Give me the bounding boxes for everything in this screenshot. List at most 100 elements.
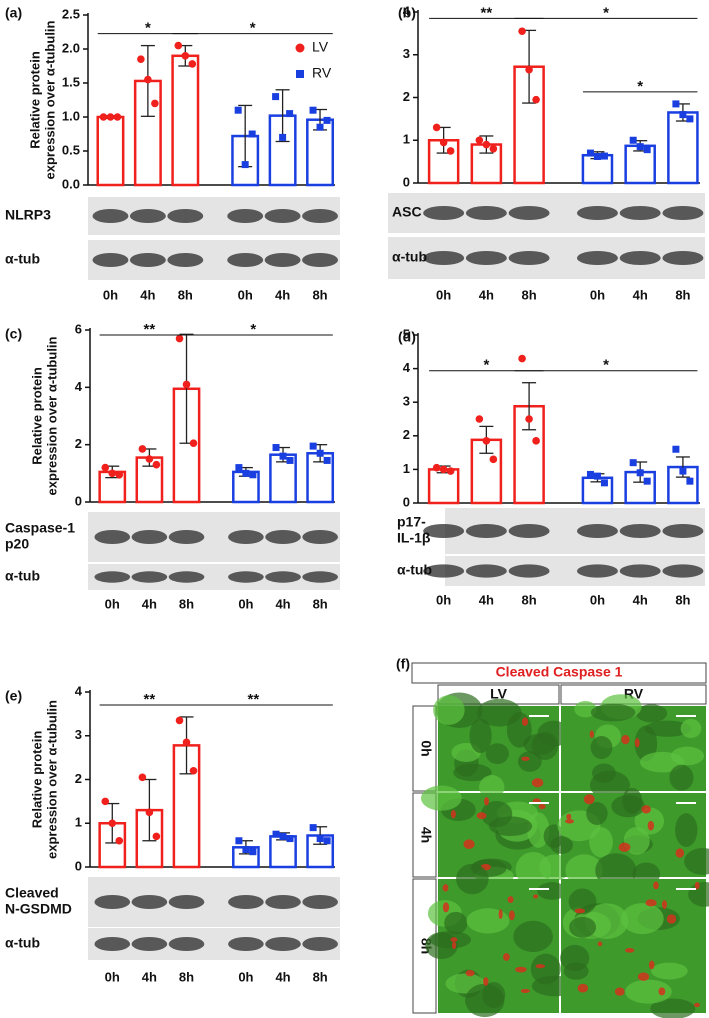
x-tick-label: 4h <box>633 287 648 302</box>
data-point <box>137 55 145 63</box>
red-signal <box>574 908 586 914</box>
data-point <box>115 836 124 845</box>
y-tick-label: 6 <box>75 321 82 336</box>
x-tick-label: 4h <box>275 596 290 611</box>
y-tick-label: 1.5 <box>62 74 80 89</box>
data-point <box>636 143 644 151</box>
blot-label: α-tub <box>5 568 40 584</box>
red-signal <box>641 805 651 814</box>
red-signal <box>507 896 514 903</box>
y-tick-label: 0 <box>403 174 410 189</box>
x-tick-label: 0h <box>238 287 253 302</box>
y-tick-label: 0.0 <box>62 176 80 191</box>
red-signal <box>653 881 659 890</box>
bar <box>171 54 200 187</box>
blot-band <box>167 253 204 267</box>
panel-label: (d) <box>398 329 416 345</box>
cell <box>680 718 702 739</box>
y-tick-label: 1 <box>403 132 410 147</box>
data-point <box>309 824 317 832</box>
x-tick-label: 4h <box>275 969 290 984</box>
red-signal <box>583 794 595 805</box>
blot-band <box>94 530 131 544</box>
red-signal <box>521 717 529 726</box>
data-point <box>525 65 533 74</box>
red-signal <box>648 960 655 970</box>
data-point <box>323 116 331 124</box>
red-signal <box>515 966 527 973</box>
cell <box>517 751 542 772</box>
red-signal <box>666 914 677 924</box>
image-title: Cleaved Caspase 1 <box>496 664 623 680</box>
red-signal <box>661 900 667 909</box>
red-signal <box>624 948 635 953</box>
cell <box>634 807 665 835</box>
y-tick-label: 3 <box>403 46 410 61</box>
data-point <box>482 140 491 149</box>
blot-label: α-tub <box>392 249 427 265</box>
data-point <box>101 797 110 806</box>
y-axis-label: expression over α-tubulin <box>44 336 59 495</box>
data-point <box>138 773 147 782</box>
red-signal <box>538 803 546 810</box>
y-tick-label: 1 <box>403 461 410 476</box>
red-signal <box>566 813 572 820</box>
panel-label: (a) <box>5 5 22 21</box>
blot-band <box>131 571 168 583</box>
red-signal <box>589 730 594 738</box>
blot-label: p17- <box>397 514 426 530</box>
significance-label: ** <box>144 321 156 338</box>
cell <box>485 743 509 765</box>
data-point <box>182 738 191 747</box>
significance-label: * <box>603 4 609 21</box>
blot-band <box>302 209 338 223</box>
y-axis-label: Relative protein <box>29 731 44 829</box>
cell <box>550 836 573 854</box>
data-point <box>175 716 184 725</box>
data-point <box>686 477 694 485</box>
cell <box>560 944 590 972</box>
x-tick-label: 4h <box>479 592 494 607</box>
data-point <box>106 113 115 121</box>
blot-band <box>227 253 264 267</box>
significance-label: * <box>637 78 643 95</box>
cell <box>466 908 510 934</box>
red-signal <box>483 977 489 986</box>
blot-band <box>168 895 205 909</box>
data-point <box>272 444 280 452</box>
blot-band <box>423 206 465 220</box>
data-point <box>279 133 287 141</box>
data-point <box>586 470 594 478</box>
data-point <box>518 27 526 36</box>
legend-label: LV <box>312 39 329 55</box>
error-bar <box>275 89 290 143</box>
data-point <box>145 455 154 463</box>
blot-band <box>302 530 338 544</box>
x-tick-label: 8h <box>313 596 328 611</box>
y-axis-label: expression over α-tubulin <box>44 700 59 859</box>
x-tick-label: 8h <box>178 287 193 302</box>
blot-band <box>465 251 507 265</box>
blot-band <box>619 564 661 578</box>
x-tick-label: 8h <box>522 592 537 607</box>
cell <box>650 998 696 1018</box>
row-header <box>412 705 437 792</box>
cell <box>621 903 664 935</box>
y-tick-label: 0.5 <box>62 142 80 157</box>
data-point <box>586 149 594 157</box>
x-tick-label: 0h <box>238 969 253 984</box>
y-tick-label: 2 <box>75 771 82 786</box>
x-tick-label: 4h <box>275 287 290 302</box>
cell <box>444 911 468 935</box>
row-label: 4h <box>418 827 434 843</box>
x-tick-label: 4h <box>142 969 157 984</box>
cell <box>565 854 603 887</box>
data-point <box>600 479 608 487</box>
x-tick-label: 8h <box>675 592 690 607</box>
legend-marker <box>295 43 305 53</box>
blot-band <box>228 937 264 951</box>
red-signal <box>577 983 589 993</box>
data-point <box>593 472 601 480</box>
y-tick-label: 0 <box>75 493 82 508</box>
data-point <box>316 835 324 843</box>
